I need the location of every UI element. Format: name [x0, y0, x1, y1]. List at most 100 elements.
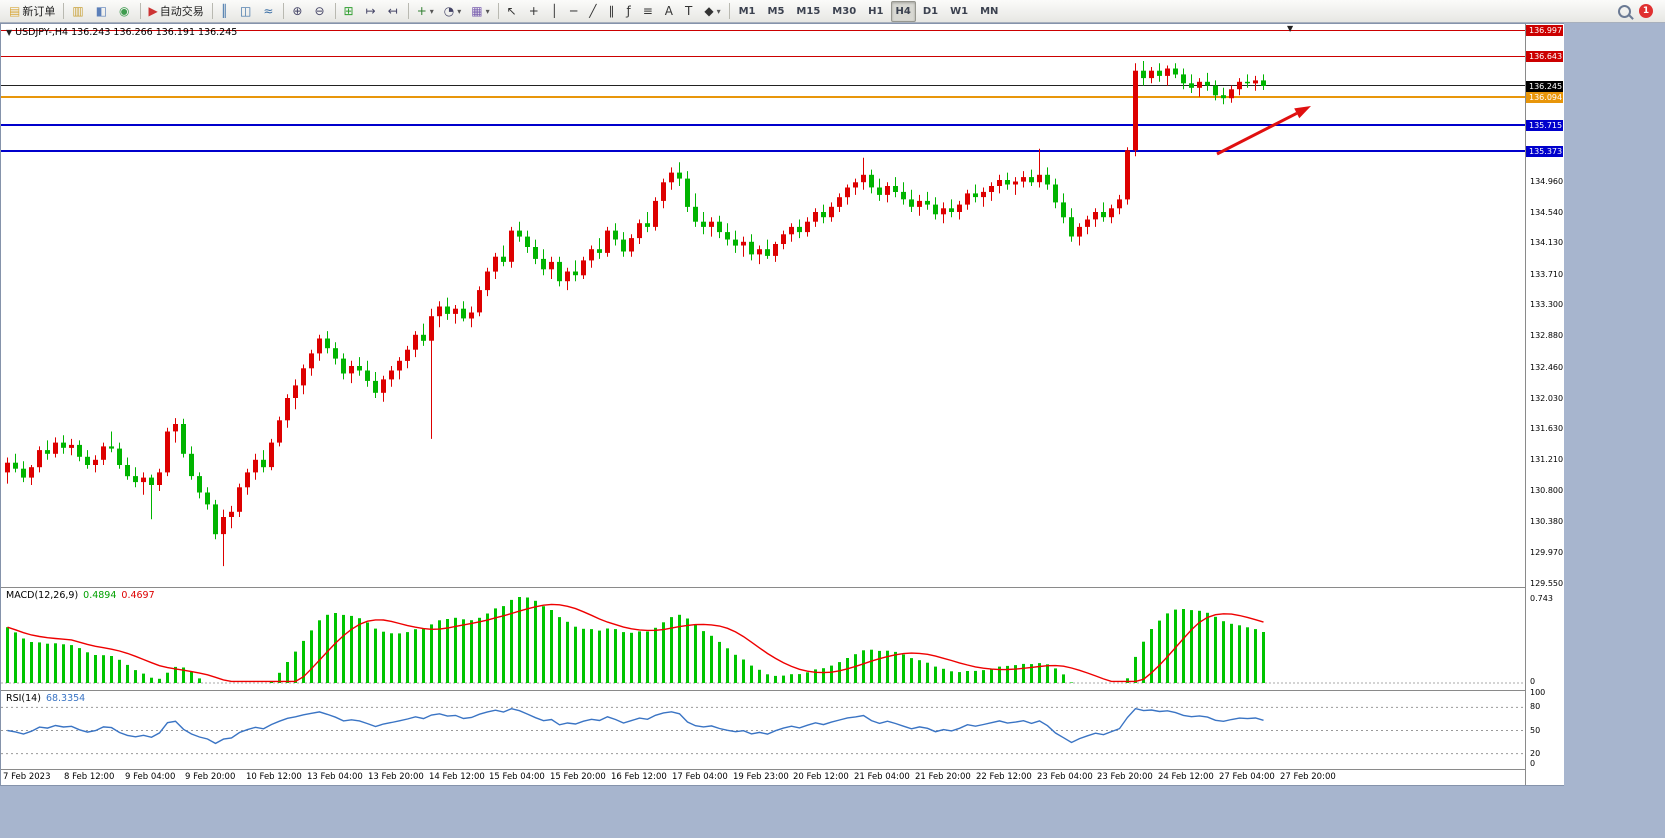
time-axis-label: 21 Feb 20:00 [915, 772, 971, 782]
rsi-axis-label: 50 [1530, 726, 1541, 735]
zoom-in-button[interactable]: ⊕ [288, 1, 308, 22]
chart-shift-marker-icon[interactable]: ▼ [1287, 24, 1294, 33]
one-click-panel-arrow-icon[interactable]: ▼ [6, 28, 13, 37]
toolbar-separator [211, 3, 213, 19]
periods-button[interactable]: ◔ ▾ [440, 1, 466, 22]
price-scale[interactable]: 134.960 134.540 134.130 133.710 133.300 132.8… [1525, 24, 1564, 785]
vertical-line-icon: │ [550, 4, 558, 18]
panel-separator-macd[interactable] [1, 587, 1563, 588]
vertical-line-button[interactable]: │ [547, 1, 564, 22]
templates-button[interactable]: ▦ ▾ [467, 1, 493, 22]
price-axis-label: 132.880 [1530, 331, 1564, 340]
chart-shift-button[interactable]: ↤ [384, 1, 404, 22]
text-button[interactable]: A [661, 1, 679, 22]
caret-down-icon: ▾ [429, 6, 434, 16]
toolbar-separator [728, 3, 730, 19]
annotation-arrow[interactable] [1216, 106, 1311, 156]
toolbar-separator [63, 3, 65, 19]
tf-m5-button-label: M5 [767, 5, 785, 17]
fibonacci-button[interactable]: ƒ [622, 1, 636, 22]
time-axis-label: 21 Feb 04:00 [854, 772, 910, 782]
notification-badge[interactable]: 1 [1639, 4, 1653, 18]
time-axis-label: 27 Feb 20:00 [1280, 772, 1336, 782]
bar-chart-button[interactable]: ║ [217, 1, 234, 22]
caret-down-icon: ▾ [485, 6, 490, 16]
price-axis-label: 130.800 [1530, 486, 1564, 495]
tf-h1-button-label: H1 [868, 5, 884, 17]
new-chart-button[interactable]: + ▾ [413, 1, 438, 22]
price-tag: 136.997 [1526, 25, 1563, 36]
resistance-line-lower[interactable] [1, 55, 1525, 57]
support-line-orange[interactable] [1, 96, 1525, 99]
autotrading-button[interactable]: ▶ 自动交易 [145, 1, 208, 22]
cursor-icon: ↖ [506, 4, 517, 18]
time-axis[interactable]: 7 Feb 2023 8 Feb 12:00 9 Feb 04:00 9 Feb 20… [1, 770, 1563, 785]
tf-w1-button-label: W1 [950, 5, 969, 17]
horizontal-line-button[interactable]: ─ [566, 1, 583, 22]
candlestick-chart-button[interactable]: ◫ [236, 1, 257, 22]
time-axis-label: 24 Feb 12:00 [1158, 772, 1214, 782]
rsi-value: 68.3354 [45, 693, 86, 704]
auto-scroll-icon: ↦ [365, 4, 376, 18]
crosshair-button[interactable]: + [525, 1, 545, 22]
price-tag: 136.094 [1526, 92, 1563, 103]
rsi-axis-label: 0 [1530, 759, 1536, 768]
objects-list-button[interactable]: ≡ [639, 1, 659, 22]
channel-button[interactable]: ∥ [604, 1, 620, 22]
price-axis-label: 134.540 [1530, 208, 1564, 217]
tile-windows-button[interactable]: ⊞ [340, 1, 360, 22]
text-label-icon: T [684, 4, 693, 18]
tf-h1-button[interactable]: H1 [863, 1, 888, 22]
macd-axis-zero: 0 [1530, 677, 1536, 686]
zoom-out-button[interactable]: ⊖ [310, 1, 330, 22]
price-axis-label: 131.210 [1530, 455, 1564, 464]
data-window-icon[interactable]: ◧ [92, 1, 113, 22]
arrows-button[interactable]: ◆ ▾ [700, 1, 724, 22]
horizontal-line-icon: ─ [570, 4, 578, 18]
text-label-button[interactable]: T [681, 1, 698, 22]
tf-m15-button[interactable]: M15 [791, 1, 825, 22]
price-tag: 136.245 [1526, 81, 1563, 92]
market-watch-icon[interactable]: ▥ [68, 1, 89, 22]
tf-d1-button-label: D1 [922, 5, 939, 17]
support-line-blue-upper[interactable] [1, 124, 1525, 127]
time-axis-label: 16 Feb 12:00 [611, 772, 667, 782]
price-axis-label: 134.130 [1530, 238, 1564, 247]
tf-m15-button-label: M15 [796, 5, 821, 17]
support-line-blue-lower[interactable] [1, 149, 1525, 152]
trendline-icon: ╱ [589, 4, 597, 18]
price-axis-label: 134.960 [1530, 177, 1564, 186]
chart-window[interactable]: 134.960 134.540 134.130 133.710 133.300 132.8… [0, 23, 1564, 786]
time-axis-label: 17 Feb 04:00 [672, 772, 728, 782]
candlestick-chart-icon: ◫ [239, 4, 252, 18]
tf-d1-button[interactable]: D1 [918, 1, 943, 22]
trendline-button[interactable]: ╱ [585, 1, 602, 22]
new-order-button[interactable]: ▤ 新订单 [5, 1, 59, 22]
tf-m5-button[interactable]: M5 [763, 1, 790, 22]
search-icon[interactable] [1618, 4, 1631, 18]
cursor-button[interactable]: ↖ [503, 1, 523, 22]
time-axis-label: 15 Feb 20:00 [550, 772, 606, 782]
tf-h4-button[interactable]: H4 [890, 0, 916, 22]
tf-h4-button-label: H4 [895, 5, 911, 17]
rsi-line [7, 707, 1264, 745]
navigator-icon[interactable]: ◉ [115, 1, 135, 22]
panel-separator-rsi[interactable] [1, 690, 1563, 691]
tf-mn-button[interactable]: MN [975, 1, 1003, 22]
chart-plot[interactable] [1, 24, 1525, 785]
data-window-icon-icon: ◧ [95, 4, 108, 18]
price-axis-label: 132.030 [1530, 394, 1564, 403]
time-axis-label: 13 Feb 20:00 [368, 772, 424, 782]
resistance-line-upper[interactable] [1, 29, 1525, 31]
panel-separator-time-axis[interactable] [1, 769, 1563, 770]
tf-m1-button[interactable]: M1 [734, 1, 761, 22]
auto-scroll-button[interactable]: ↦ [362, 1, 382, 22]
current-price-line[interactable] [1, 85, 1525, 87]
line-chart-button[interactable]: ≈ [259, 1, 279, 22]
tf-w1-button[interactable]: W1 [945, 1, 973, 22]
tf-m30-button[interactable]: M30 [827, 1, 861, 22]
navigator-icon-icon: ◉ [119, 4, 130, 18]
macd-axis-max: 0.743 [1530, 594, 1553, 603]
fibonacci-icon: ƒ [626, 4, 631, 18]
price-axis-label: 129.550 [1530, 579, 1564, 588]
